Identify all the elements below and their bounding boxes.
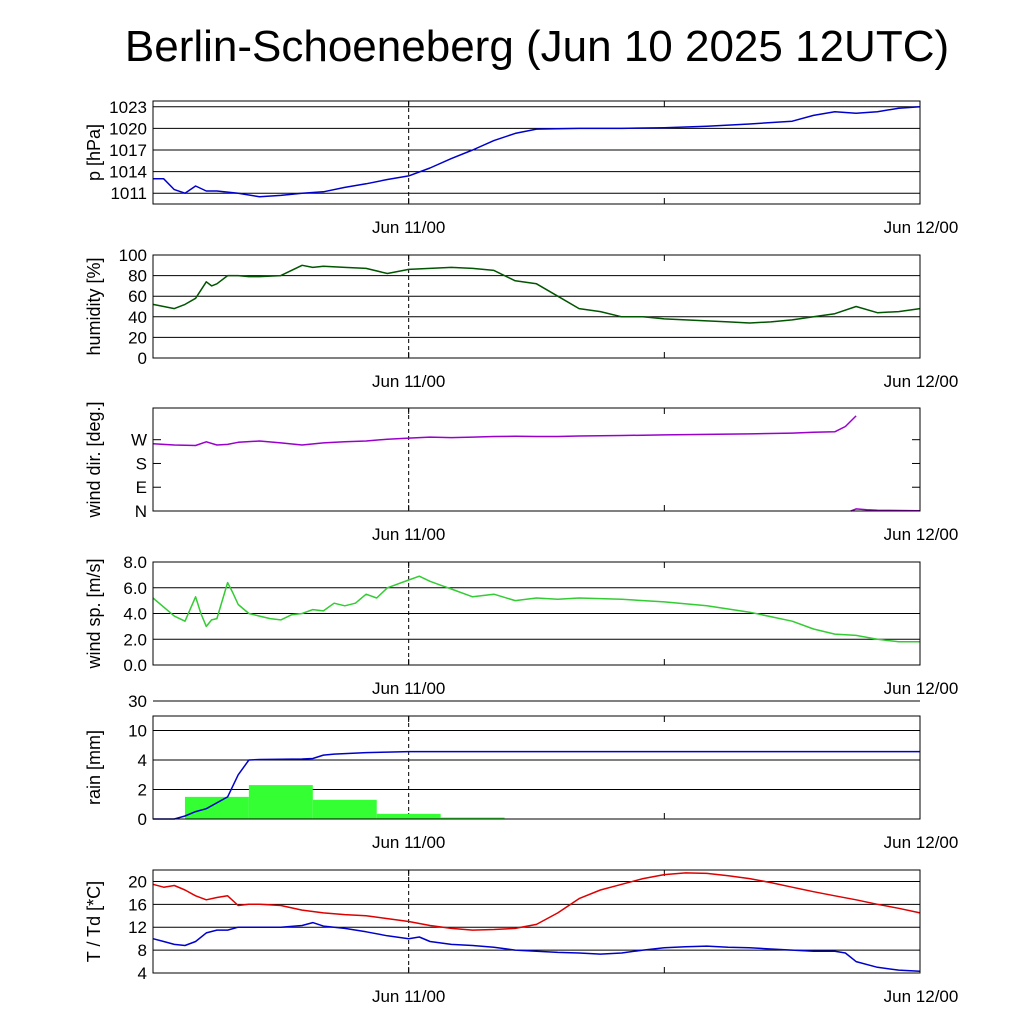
humidity-ytick-label: 0 <box>138 349 147 368</box>
humidity-xtick-label: Jun 11/00 <box>372 372 445 391</box>
temperature-xtick-label: Jun 11/00 <box>372 987 445 1006</box>
humidity-xtick-label: Jun 12/00 <box>884 372 959 391</box>
wind-direction-ylabel: wind dir. [deg.] <box>84 401 104 518</box>
humidity-ytick-label: 20 <box>128 328 147 347</box>
temperature-ytick-label: 20 <box>128 872 147 891</box>
wind-direction-xtick-label: Jun 12/00 <box>884 525 959 544</box>
temperature-ytick-label: 16 <box>128 895 147 914</box>
temperature-ytick-label: 12 <box>128 918 147 937</box>
temperature-frame <box>152 869 921 974</box>
pressure-xtick-label: Jun 11/00 <box>372 218 445 237</box>
chart-title: Berlin-Schoeneberg (Jun 10 2025 12UTC) <box>124 22 950 71</box>
humidity-frame <box>152 254 921 359</box>
rain-cumulative-line <box>153 750 920 820</box>
humidity-ytick-label: 40 <box>128 308 147 327</box>
pressure-xtick-label: Jun 12/00 <box>884 218 959 237</box>
humidity-ytick-label: 100 <box>119 246 147 265</box>
temperature-ylabel: T / Td [*C] <box>84 881 104 962</box>
pressure-ytick-label: 1020 <box>109 119 147 138</box>
humidity-ytick-label: 60 <box>128 287 147 306</box>
wind-speed-ytick-label: 0.0 <box>123 656 147 675</box>
wind-speed-ytick-label: 2.0 <box>123 630 147 649</box>
pressure-ytick-label: 1014 <box>109 163 147 182</box>
humidity-ytick-label: 80 <box>128 267 147 286</box>
dewpoint-line <box>152 921 921 973</box>
wind-speed-ytick-label: 6.0 <box>123 579 147 598</box>
rain-bar <box>376 813 441 819</box>
wind-speed-line <box>152 575 920 643</box>
rain-xtick-label: Jun 11/00 <box>372 833 445 852</box>
temperature-xtick-label: Jun 12/00 <box>884 987 959 1006</box>
wind-direction-ytick-label: S <box>136 454 147 473</box>
pressure-line <box>153 106 921 198</box>
wind-direction-ytick-label: N <box>135 502 147 521</box>
rain-bar <box>440 817 505 819</box>
wind-speed-frame <box>152 561 921 666</box>
humidity-line <box>152 264 921 324</box>
pressure-ytick-label: 1017 <box>109 141 147 160</box>
rain-bar <box>312 799 377 819</box>
wind-speed-xtick-label: Jun 12/00 <box>884 679 959 698</box>
rain-xtick-label: Jun 12/00 <box>884 833 959 852</box>
humidity-ylabel: humidity [%] <box>84 257 104 355</box>
wind-speed-xtick-label: Jun 11/00 <box>372 679 445 698</box>
wind-speed-ytick-label: 4.0 <box>123 605 147 624</box>
pressure-ytick-label: 1023 <box>109 98 147 117</box>
rain-ytick-label: 2 <box>138 781 147 800</box>
rain-bar <box>184 796 249 819</box>
rain-frame <box>152 715 921 820</box>
temperature-ytick-label: 8 <box>138 941 147 960</box>
wind-direction-xtick-label: Jun 11/00 <box>372 525 445 544</box>
wind-direction-ytick-label: E <box>136 478 147 497</box>
rain-ytick-label: 4 <box>138 751 147 770</box>
rain-ytick-label: 10 <box>128 722 147 741</box>
rain-ylabel: rain [mm] <box>84 730 104 805</box>
temperature-ytick-label: 4 <box>138 964 147 983</box>
temperature-line <box>152 872 921 931</box>
pressure-ytick-label: 1011 <box>110 184 147 203</box>
wind-direction-frame <box>152 407 921 512</box>
wind-direction-ytick-label: W <box>131 431 147 450</box>
rain-bar <box>248 785 313 819</box>
pressure-ylabel: p [hPa] <box>84 124 104 181</box>
wind-direction-line <box>152 415 857 447</box>
wind-speed-ytick-label: 8.0 <box>123 553 147 572</box>
rain-ytick-label: 30 <box>128 692 147 711</box>
pressure-frame <box>152 100 921 205</box>
rain-ytick-label: 0 <box>138 810 147 829</box>
wind-speed-ylabel: wind sp. [m/s] <box>84 558 104 669</box>
